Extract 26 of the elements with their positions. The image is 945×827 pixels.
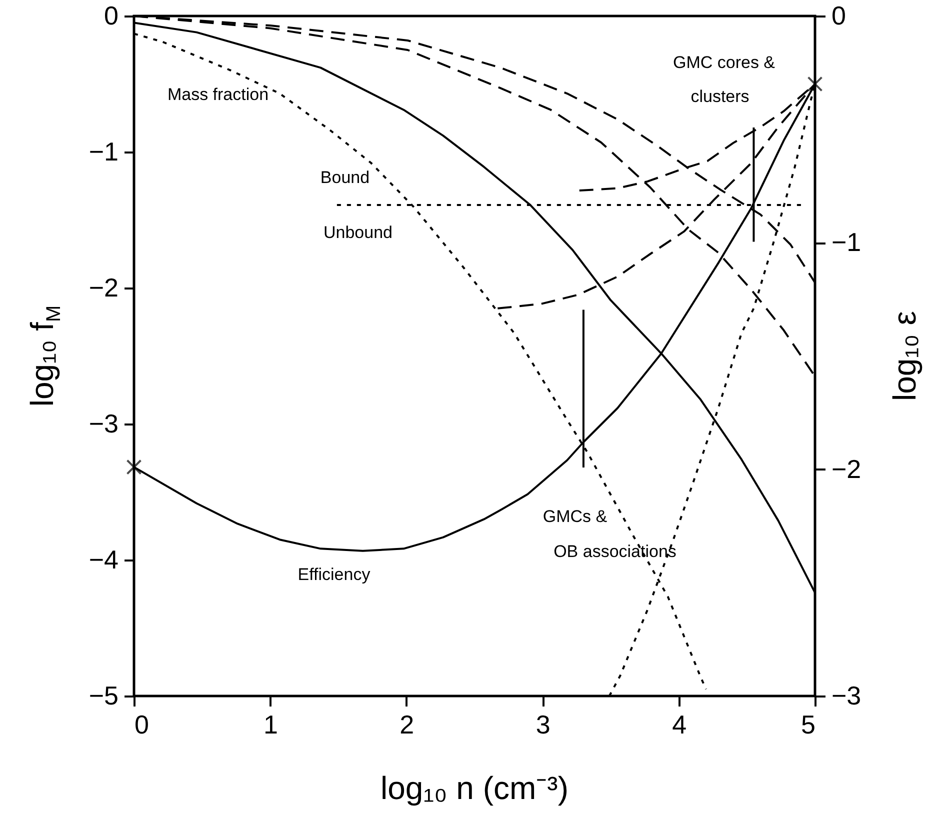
annotation: Efficiency — [298, 565, 370, 585]
y2-tick-label: 0 — [832, 0, 846, 30]
x-tick-label: 0 — [134, 710, 149, 740]
y2-tick-label: −1 — [832, 227, 862, 258]
x-tick-label: 1 — [263, 710, 278, 740]
y2-axis-title: log₁₀ ε — [886, 311, 924, 401]
y-tick-label: 0 — [104, 0, 118, 30]
annotation: Bound — [320, 168, 370, 188]
y-tick-label: −5 — [88, 680, 118, 710]
x-axis-title: log₁₀ n (cm⁻³) — [380, 769, 568, 808]
x-tick-label: 2 — [400, 710, 414, 740]
annotation: clusters — [690, 87, 750, 107]
y-tick-label: −2 — [88, 272, 118, 302]
annotation: GMC cores & — [672, 53, 776, 73]
annotation: GMCs & — [542, 507, 608, 527]
y-tick-label: −1 — [88, 136, 118, 166]
annotation: OB associations — [554, 542, 676, 562]
y2-tick-label: −3 — [832, 680, 862, 710]
y-tick-label: −3 — [88, 408, 118, 438]
y-tick-label: −4 — [88, 544, 118, 574]
annotation: Mass fraction — [167, 85, 269, 105]
x-tick-label: 4 — [672, 710, 687, 740]
annotation: Unbound — [323, 223, 393, 243]
x-tick-label: 3 — [536, 710, 550, 740]
x-tick-label: 5 — [801, 710, 816, 740]
y2-tick-label: −2 — [832, 454, 862, 484]
